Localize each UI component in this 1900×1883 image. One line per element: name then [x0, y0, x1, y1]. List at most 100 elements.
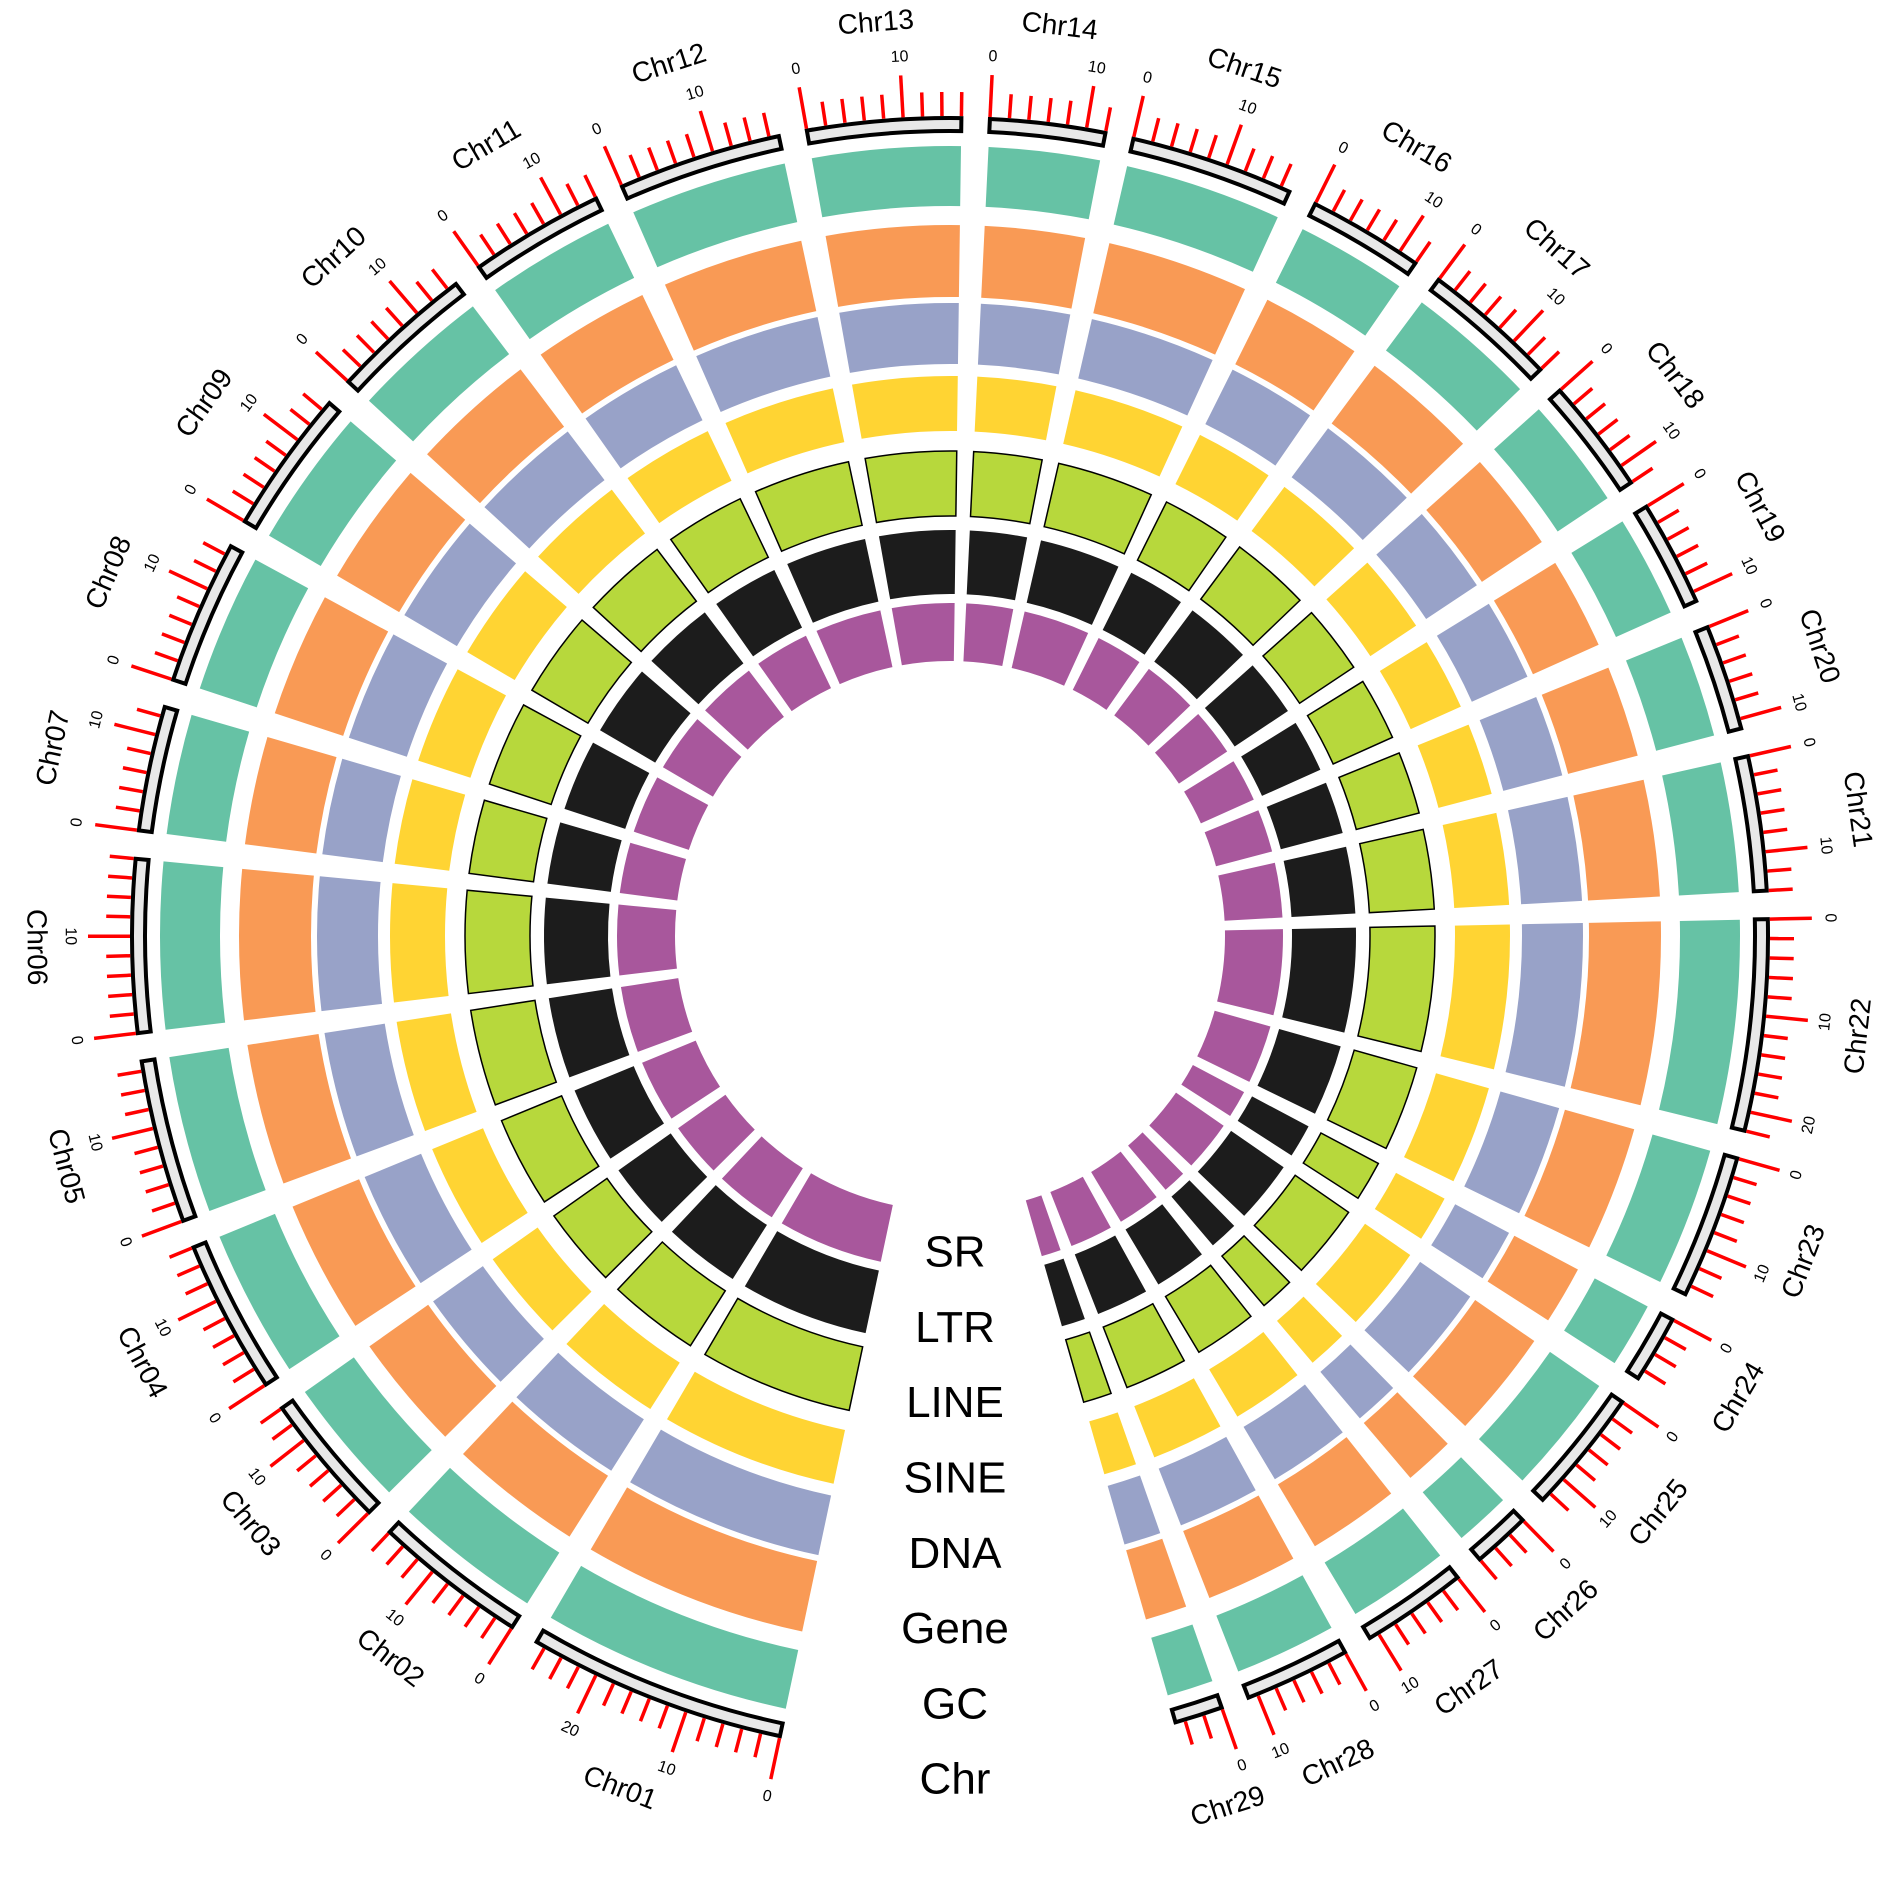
major-tick — [604, 146, 621, 184]
track-segment — [1103, 1304, 1184, 1388]
major-tick — [1741, 707, 1781, 718]
minor-tick — [266, 441, 285, 455]
minor-tick — [213, 1336, 234, 1348]
track-label: LTR — [915, 1303, 995, 1352]
track-label: Gene — [901, 1604, 1009, 1653]
major-tick — [1514, 310, 1543, 340]
minor-tick — [177, 597, 199, 607]
track-segment — [852, 376, 958, 439]
track-segment — [879, 530, 956, 599]
minor-tick — [290, 409, 309, 424]
major-tick — [1739, 1159, 1779, 1170]
minor-tick — [755, 1734, 761, 1757]
track-label: LINE — [906, 1378, 1004, 1427]
tick-label: 10 — [1816, 836, 1835, 856]
minor-tick — [297, 1456, 316, 1471]
minor-tick — [585, 175, 595, 197]
minor-tick — [386, 308, 402, 326]
track-segment — [1571, 921, 1661, 1105]
major-tick — [207, 499, 243, 520]
track-segment — [1075, 1235, 1146, 1314]
tick-label: 0 — [1690, 466, 1709, 483]
track-segment — [1277, 1297, 1342, 1363]
minor-tick — [1577, 1465, 1595, 1480]
chromosome-name: Chr29 — [1187, 1779, 1269, 1832]
major-tick — [1766, 847, 1808, 851]
minor-tick — [465, 1607, 479, 1627]
minor-tick — [1416, 242, 1430, 262]
track-segment — [1254, 1175, 1348, 1270]
major-tick — [114, 724, 155, 734]
tick-label: 10 — [1421, 188, 1445, 212]
minor-tick — [1758, 790, 1782, 794]
tick-label: 10 — [151, 1316, 174, 1340]
minor-tick — [1610, 435, 1629, 449]
track-segment — [1263, 613, 1354, 704]
tick-label: 0 — [1663, 1429, 1682, 1446]
tick-label: 10 — [684, 83, 706, 104]
chromosome-name: Chr15 — [1203, 41, 1285, 95]
minor-tick — [697, 1718, 704, 1741]
chromosome-name: Chr13 — [837, 3, 916, 40]
tick-label: 0 — [1821, 913, 1838, 922]
minor-tick — [387, 1547, 403, 1565]
major-tick — [1400, 216, 1423, 251]
tick-label: 0 — [68, 817, 86, 828]
chromosome-name: Chr11 — [446, 113, 526, 177]
minor-tick — [659, 1706, 667, 1729]
minor-tick — [1029, 96, 1031, 120]
track-segment — [1626, 638, 1714, 751]
major-tick — [1440, 245, 1465, 279]
minor-tick — [481, 235, 494, 255]
track-segment — [1364, 1392, 1448, 1478]
minor-tick — [1633, 468, 1653, 481]
minor-tick — [106, 916, 130, 917]
track-segment — [1488, 1236, 1578, 1321]
minor-tick — [1396, 1624, 1409, 1644]
track-segment — [1418, 725, 1492, 808]
chromosome-ideogram — [1172, 1695, 1222, 1722]
track-segment — [975, 377, 1057, 441]
tick-label: 10 — [237, 391, 261, 416]
track-segment — [1573, 780, 1660, 901]
minor-tick — [1294, 1680, 1304, 1702]
track-segment — [826, 225, 960, 307]
chromosome-name: Chr28 — [1297, 1732, 1379, 1792]
minor-tick — [1412, 1614, 1426, 1634]
tick-label: 10 — [1816, 1012, 1835, 1031]
major-tick — [578, 1676, 596, 1714]
track-segment — [1423, 1457, 1503, 1538]
minor-tick — [140, 1166, 163, 1173]
track-segment — [865, 451, 957, 522]
tick-label: 20 — [1799, 1114, 1819, 1135]
minor-tick — [1764, 1036, 1788, 1039]
track-label: DNA — [909, 1529, 1003, 1578]
track-segment — [1328, 1050, 1417, 1148]
minor-tick — [1106, 107, 1111, 131]
minor-tick — [108, 876, 132, 878]
minor-tick — [337, 1500, 354, 1516]
minor-tick — [822, 102, 826, 126]
track-segment — [160, 861, 225, 1029]
major-tick — [142, 1221, 181, 1236]
track-segment — [322, 759, 401, 862]
minor-tick — [1172, 123, 1178, 146]
minor-tick — [135, 1147, 158, 1153]
minor-tick — [194, 561, 215, 572]
minor-tick — [1333, 190, 1344, 211]
chromosome-name: Chr21 — [1838, 769, 1879, 849]
minor-tick — [604, 1684, 614, 1706]
minor-tick — [922, 92, 923, 116]
major-tick — [799, 87, 806, 128]
track-segment — [963, 603, 1013, 666]
major-tick — [1459, 1579, 1485, 1612]
tick-label: 0 — [1467, 220, 1484, 239]
major-tick — [94, 1033, 136, 1038]
chromosome-name: Chr26 — [1527, 1573, 1604, 1647]
major-tick — [1087, 86, 1094, 127]
minor-tick — [1723, 655, 1746, 663]
minor-tick — [137, 709, 160, 715]
track-segment — [812, 146, 961, 217]
